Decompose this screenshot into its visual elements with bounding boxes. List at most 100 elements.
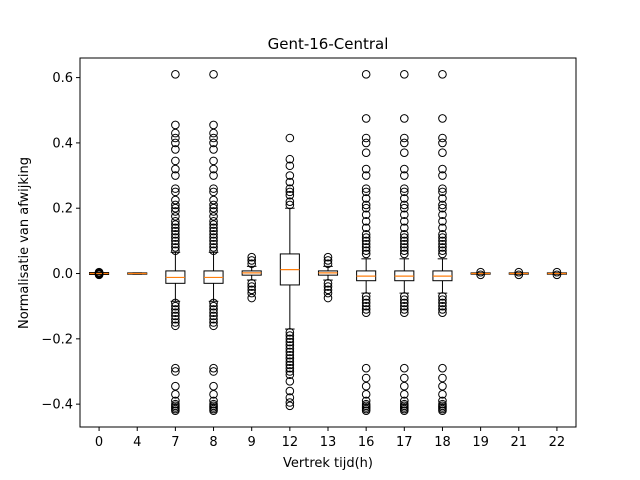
flier-point <box>438 406 447 415</box>
flier-point <box>171 308 180 318</box>
flier-point <box>438 292 447 301</box>
flier-point <box>209 226 218 236</box>
flier-point <box>514 270 524 280</box>
flier-point <box>209 187 218 197</box>
x-tick-label: 22 <box>549 435 566 450</box>
flier-point <box>323 252 333 262</box>
flier-point <box>438 305 447 314</box>
y-tick-label: 0.0 <box>52 267 73 282</box>
flier-point <box>209 203 218 213</box>
flier-point <box>400 210 409 220</box>
flier-point <box>285 360 295 370</box>
flier-point <box>247 282 256 291</box>
flier-point <box>361 373 371 383</box>
box-8 <box>203 70 224 415</box>
flier-point <box>552 267 562 277</box>
flier-point <box>323 256 333 265</box>
flier-point <box>171 236 180 246</box>
flier-point <box>361 381 371 391</box>
y-axis: −0.4 −0.2 0.0 0.2 0.4 0.6 <box>41 71 80 413</box>
flier-point <box>285 367 295 376</box>
flier-point <box>438 381 447 391</box>
flier-point <box>209 164 218 174</box>
flier-point <box>361 187 371 197</box>
flier-point <box>438 301 447 311</box>
flier-point <box>361 249 371 259</box>
flier-point <box>285 350 295 360</box>
flier-point <box>438 295 447 304</box>
flier-point <box>361 292 371 301</box>
flier-point <box>171 171 180 180</box>
flier-point <box>171 243 180 252</box>
flier-point <box>171 363 180 373</box>
flier-point <box>400 203 409 213</box>
flier-point <box>400 246 409 255</box>
flier-point <box>361 210 371 220</box>
flier-point <box>438 164 447 174</box>
flier-point <box>361 390 371 399</box>
flier-point <box>438 216 447 226</box>
flier-point <box>361 236 371 246</box>
flier-point <box>400 233 409 242</box>
flier-point <box>285 341 295 350</box>
flier-point <box>438 133 447 143</box>
flier-point <box>323 259 333 269</box>
flier-point <box>438 239 447 249</box>
box-4 <box>127 272 148 275</box>
flier-point <box>209 220 218 229</box>
flier-point <box>400 171 409 180</box>
flier-point <box>171 187 180 197</box>
flier-point <box>209 216 218 226</box>
flier-point <box>285 363 295 373</box>
flier-point <box>438 114 447 123</box>
flier-point <box>400 236 409 246</box>
flier-point <box>247 256 256 265</box>
y-tick-label: −0.4 <box>41 398 73 413</box>
flier-point <box>400 70 409 79</box>
flier-point <box>400 381 409 391</box>
flier-point <box>209 239 218 249</box>
flier-point <box>285 354 295 363</box>
flier-point <box>400 301 409 311</box>
flier-point <box>438 171 447 180</box>
flier-point <box>209 305 218 314</box>
flier-point <box>171 298 180 308</box>
flier-point <box>171 381 180 391</box>
box-18 <box>432 70 453 415</box>
flier-point <box>323 288 333 298</box>
flier-point <box>171 230 180 239</box>
flier-point <box>361 308 371 318</box>
flier-point <box>285 161 295 171</box>
chart-title: Gent-16-Central <box>268 35 389 53</box>
flier-point <box>438 396 447 406</box>
flier-point <box>209 212 218 221</box>
box-19 <box>470 267 491 280</box>
flier-point <box>438 373 447 383</box>
flier-point <box>438 308 447 318</box>
flier-point <box>400 223 409 233</box>
flier-point <box>361 305 371 314</box>
x-axis-label: Vertrek tijd(h) <box>283 456 373 471</box>
flier-point <box>323 293 333 303</box>
flier-point <box>171 367 180 376</box>
flier-point <box>438 194 447 203</box>
flier-point <box>361 230 371 239</box>
flier-point <box>438 148 447 157</box>
flier-point <box>209 308 218 318</box>
flier-point <box>438 70 447 79</box>
flier-point <box>361 239 371 249</box>
flier-point <box>171 120 180 130</box>
flier-point <box>361 295 371 304</box>
flier-point <box>209 314 218 324</box>
flier-point <box>247 285 256 295</box>
flier-point <box>209 381 218 391</box>
box-17 <box>394 70 415 415</box>
flier-point <box>247 252 256 262</box>
flier-point <box>438 236 447 246</box>
x-tick-label: 9 <box>248 435 256 450</box>
flier-point <box>171 406 180 415</box>
box-9 <box>241 252 262 303</box>
flier-point <box>400 184 409 193</box>
flier-point <box>209 318 218 327</box>
